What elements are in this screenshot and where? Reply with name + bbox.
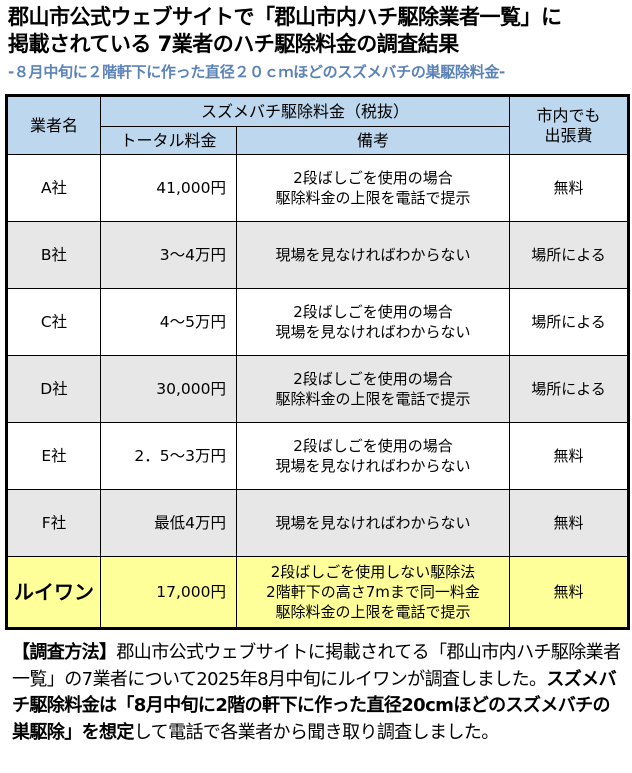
page-title: 郡山市公式ウェブサイトで「郡山市内ハチ駆除業者一覧」に 掲載されている 7業者の… — [8, 4, 562, 58]
company-name: A社 — [6, 154, 101, 222]
remarks: 現場を見なければわからない — [235, 489, 511, 557]
remarks: 2段ばしごを使用の場合 現場を見なければわからない — [235, 288, 511, 356]
company-name: D社 — [6, 355, 101, 423]
note-bold: スズメバチ駆除料金は「8月中旬に2階の軒下に作った直径20cmほどのスズメバチの… — [12, 668, 617, 743]
total-fee: 2．5～3万円 — [100, 422, 237, 490]
remark-line: 駆除料金の上限を電話で提示 — [275, 390, 471, 408]
subtitle: -８月中旬に２階軒下に作った直径２０ｃｍほどのスズメバチの巣駆除料金- — [8, 63, 505, 81]
total-fee: 3～4万円 — [100, 221, 237, 289]
header-company: 業者名 — [6, 95, 101, 155]
remark-line: 現場を見なければわからない — [275, 457, 471, 475]
remark-line: 2段ばしごを使用の場合 — [293, 169, 453, 187]
remark-line: 駆除料金の上限を電話で提示 — [275, 189, 471, 207]
remark-line: 2段ばしごを使用しない駆除法 — [270, 563, 476, 581]
remarks: 2段ばしごを使用の場合 駆除料金の上限を電話で提示 — [235, 355, 511, 423]
table-row: F社 最低4万円 現場を見なければわからない 無料 — [6, 489, 630, 557]
total-fee: 41,000円 — [100, 154, 237, 222]
remarks: 2段ばしごを使用の場合 駆除料金の上限を電話で提示 — [235, 154, 511, 222]
travel-fee: 場所による — [509, 355, 630, 423]
travel-fee: 無料 — [509, 556, 630, 629]
total-fee: 30,000円 — [100, 355, 237, 423]
remarks: 現場を見なければわからない — [235, 221, 511, 289]
table-row: D社 30,000円 2段ばしごを使用の場合 駆除料金の上限を電話で提示 場所によ… — [6, 355, 630, 423]
remark-line: 2段ばしごを使用の場合 — [293, 437, 453, 455]
travel-fee: 無料 — [509, 489, 630, 557]
survey-method-note: 【調査方法】郡山市公式ウェブサイトに掲載されてる「郡山市内ハチ駆除業者一覧」の7… — [12, 640, 624, 746]
remark-line: 駆除料金の上限を電話で提示 — [275, 603, 471, 621]
company-name: B社 — [6, 221, 101, 289]
travel-fee: 場所による — [509, 288, 630, 356]
travel-fee: 場所による — [509, 221, 630, 289]
remark-line: 2段ばしごを使用の場合 — [293, 303, 453, 321]
header-remarks: 備考 — [235, 126, 511, 155]
company-name: F社 — [6, 489, 101, 557]
total-fee: 4～5万円 — [100, 288, 237, 356]
total-fee: 17,000円 — [100, 556, 237, 629]
title-line-1: 郡山市公式ウェブサイトで「郡山市内ハチ駆除業者一覧」に — [8, 5, 562, 29]
note-text-1: 郡山市公式ウェブサイトに掲載されてる「郡山市内ハチ駆除業者一覧」の7業者について… — [12, 642, 621, 690]
remarks: 2段ばしごを使用の場合 現場を見なければわからない — [235, 422, 511, 490]
remark-line: 現場を見なければわからない — [275, 323, 471, 341]
header-travel-line1: 市内でも — [536, 105, 601, 125]
header-travel-line2: 出張費 — [544, 125, 593, 145]
header-fee-group: スズメバチ駆除料金（税抜） — [99, 95, 511, 127]
table-row: ルイワン 17,000円 2段ばしごを使用しない駆除法 2階軒下の高さ7mまで同一… — [6, 556, 630, 629]
note-text-2: して電話で各業者から聞き取り調査しました。 — [133, 721, 499, 743]
table-row: C社 4～5万円 2段ばしごを使用の場合 現場を見なければわからない 場所による — [6, 288, 630, 356]
company-name: E社 — [6, 422, 101, 490]
header-total: トータル料金 — [100, 126, 237, 155]
remarks: 2段ばしごを使用しない駆除法 2階軒下の高さ7mまで同一料金 駆除料金の上限を電話で… — [235, 556, 511, 629]
note-label: 【調査方法】 — [12, 642, 117, 663]
remark-line: 2階軒下の高さ7mまで同一料金 — [266, 583, 480, 601]
remark-line: 2段ばしごを使用の場合 — [293, 370, 453, 388]
table-row: E社 2．5～3万円 2段ばしごを使用の場合 現場を見なければわからない 無料 — [6, 422, 630, 490]
remark-line: 現場を見なければわからない — [275, 514, 471, 532]
fee-table: 業者名 スズメバチ駆除料金（税抜） 市内でも 出張費 トータル料金 備考 A社 4… — [5, 94, 631, 630]
total-fee: 最低4万円 — [100, 489, 237, 557]
company-name: C社 — [6, 288, 101, 356]
table-row: B社 3～4万円 現場を見なければわからない 場所による — [6, 221, 630, 289]
table-row: A社 41,000円 2段ばしごを使用の場合 駆除料金の上限を電話で提示 無料 — [6, 154, 630, 222]
company-name: ルイワン — [6, 556, 101, 629]
header-travel: 市内でも 出張費 — [509, 95, 630, 155]
remark-line: 現場を見なければわからない — [275, 246, 471, 264]
travel-fee: 無料 — [509, 422, 630, 490]
title-line-2: 掲載されている 7業者のハチ駆除料金の調査結果 — [8, 32, 459, 56]
travel-fee: 無料 — [509, 154, 630, 222]
